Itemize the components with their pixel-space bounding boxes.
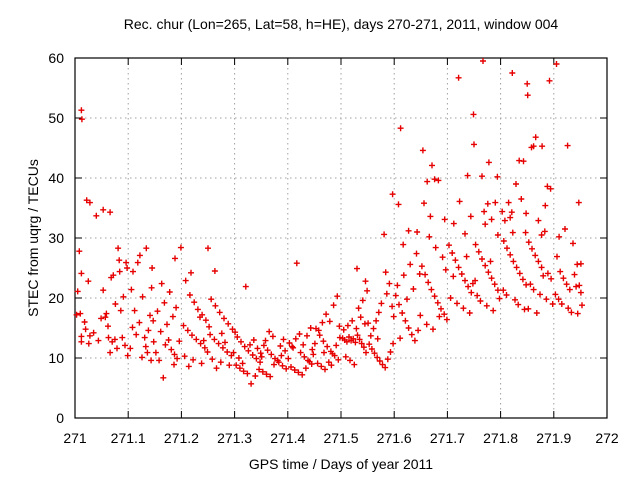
x-tick-label: 272: [595, 430, 619, 446]
y-tick-label: 20: [48, 290, 64, 306]
y-tick-label: 60: [48, 50, 64, 66]
x-tick-label: 271.2: [164, 430, 199, 446]
x-tick-label: 271.5: [323, 430, 358, 446]
x-tick-label: 271.4: [270, 430, 305, 446]
x-tick-label: 271.1: [111, 430, 146, 446]
x-tick-label: 271.6: [377, 430, 412, 446]
y-axis-label: STEC from uqrg / TECUs: [25, 159, 41, 317]
chart-title: Rec. chur (Lon=265, Lat=58, h=HE), days …: [123, 16, 559, 32]
y-tick-label: 40: [48, 170, 64, 186]
y-tick-label: 30: [48, 230, 64, 246]
x-axis-label: GPS time / Days of year 2011: [248, 456, 434, 472]
y-tick-label: 10: [48, 350, 64, 366]
x-tick-label: 271: [63, 430, 87, 446]
x-tick-label: 271.8: [483, 430, 518, 446]
y-tick-label: 0: [56, 410, 64, 426]
y-tick-label: 50: [48, 110, 64, 126]
x-tick-label: 271.3: [217, 430, 252, 446]
x-tick-label: 271.7: [430, 430, 465, 446]
data-points-plus-markers: [73, 58, 585, 387]
plot-frame: [74, 57, 608, 419]
x-tick-label: 271.9: [536, 430, 571, 446]
